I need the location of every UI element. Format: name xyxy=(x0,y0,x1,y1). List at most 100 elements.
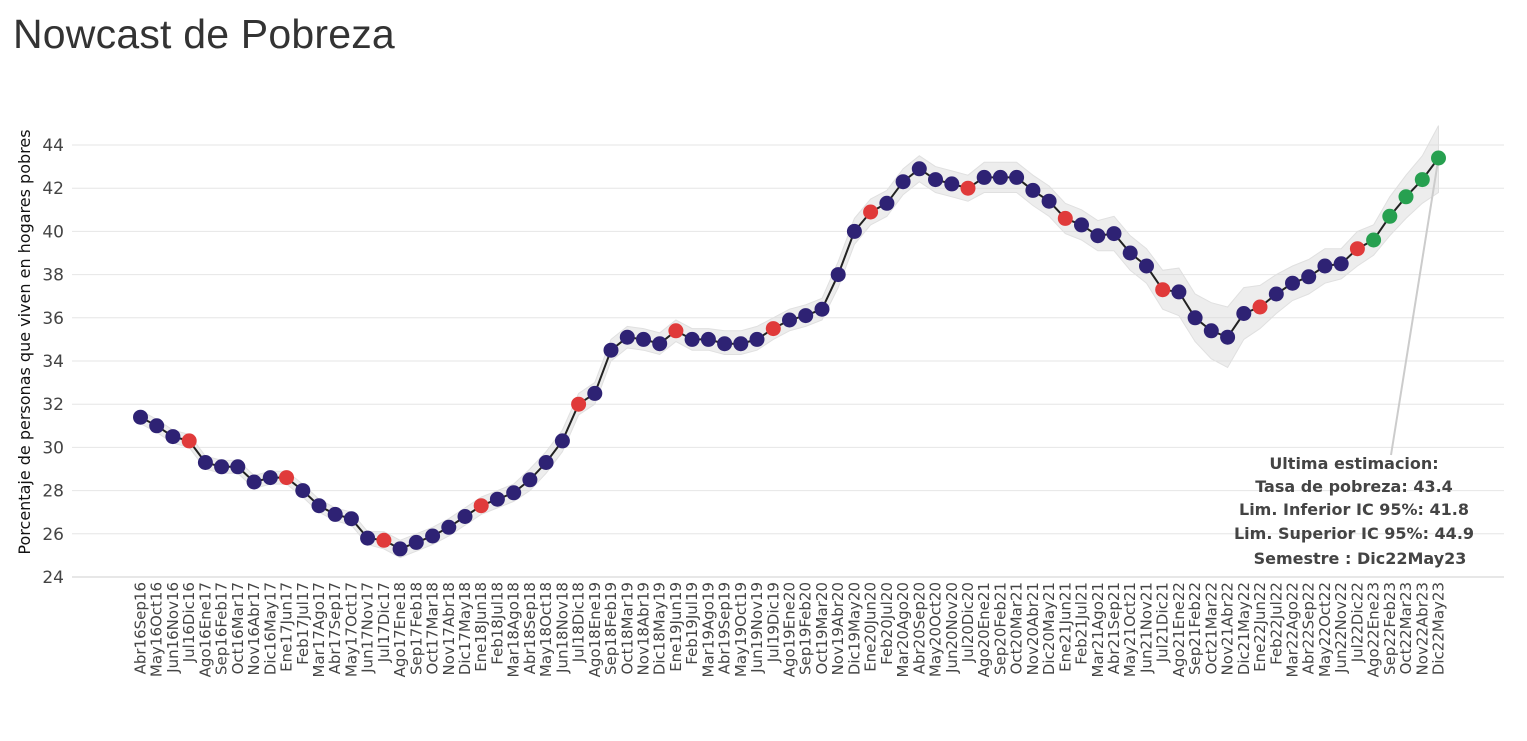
data-point[interactable] xyxy=(587,385,603,401)
x-tick-label: Jul16Dic16 xyxy=(180,582,198,663)
data-point[interactable] xyxy=(1122,245,1138,261)
data-point[interactable] xyxy=(765,321,781,337)
data-point[interactable] xyxy=(295,483,311,499)
data-point[interactable] xyxy=(846,223,862,239)
data-point[interactable] xyxy=(149,418,165,434)
data-point[interactable] xyxy=(1090,228,1106,244)
x-tick-label: Mar17Ago17 xyxy=(310,582,328,677)
gridlines xyxy=(72,144,1504,578)
data-point[interactable] xyxy=(360,530,376,546)
data-point[interactable] xyxy=(1074,217,1089,233)
data-point[interactable] xyxy=(1171,284,1187,300)
data-point[interactable] xyxy=(457,509,473,524)
x-tick-label: Nov21Abr22 xyxy=(1219,582,1237,675)
data-point[interactable] xyxy=(1252,299,1268,315)
data-point[interactable] xyxy=(376,532,392,548)
data-point[interactable] xyxy=(1317,258,1333,274)
data-point[interactable] xyxy=(782,312,797,328)
data-point[interactable] xyxy=(668,323,684,339)
data-point[interactable] xyxy=(911,161,927,177)
data-point[interactable] xyxy=(603,342,619,358)
data-point[interactable] xyxy=(717,336,733,352)
x-tick-label: Feb18Jul18 xyxy=(488,582,506,665)
data-point[interactable] xyxy=(1398,189,1414,205)
data-point[interactable] xyxy=(425,528,441,544)
data-point[interactable] xyxy=(489,491,505,507)
data-point[interactable] xyxy=(392,541,408,557)
data-point[interactable] xyxy=(830,267,846,283)
data-point[interactable] xyxy=(944,176,960,192)
data-point[interactable] xyxy=(619,329,635,345)
data-point[interactable] xyxy=(992,169,1008,185)
x-axis-ticks: Abr16Sep16May16Oct16Jun16Nov16Jul16Dic16… xyxy=(132,582,1448,678)
x-tick-label: May16Oct16 xyxy=(148,582,166,677)
data-point[interactable] xyxy=(262,470,278,486)
data-point[interactable] xyxy=(408,534,424,550)
x-tick-label: Jul21Dic21 xyxy=(1154,582,1172,663)
data-point[interactable] xyxy=(1349,241,1365,257)
x-tick-label: Jul19Dic19 xyxy=(764,582,782,663)
data-point[interactable] xyxy=(1382,208,1398,224)
data-point[interactable] xyxy=(1009,169,1025,185)
data-point[interactable] xyxy=(1333,256,1349,272)
data-point[interactable] xyxy=(749,331,765,347)
data-point[interactable] xyxy=(1025,182,1041,198)
data-point[interactable] xyxy=(1041,193,1057,209)
data-point[interactable] xyxy=(1285,275,1300,291)
data-point[interactable] xyxy=(327,506,343,522)
y-tick-label: 24 xyxy=(42,568,64,588)
x-tick-label: Mar20Ago20 xyxy=(894,582,912,677)
data-point[interactable] xyxy=(246,474,262,490)
data-point[interactable] xyxy=(506,485,522,501)
x-tick-label: Ene21Jun21 xyxy=(1056,582,1074,672)
x-tick-label: Abr20Sep20 xyxy=(910,582,928,674)
data-point[interactable] xyxy=(1155,282,1171,298)
y-axis-ticks: 24 26 28 30 32 34 36 38 40 42 44 xyxy=(42,136,64,588)
data-point[interactable] xyxy=(441,519,457,535)
data-point[interactable] xyxy=(879,195,895,211)
x-tick-label: May22Oct22 xyxy=(1316,582,1334,677)
x-tick-label: Sep18Feb19 xyxy=(602,582,620,675)
data-point[interactable] xyxy=(165,429,181,445)
data-point[interactable] xyxy=(230,459,246,475)
data-point[interactable] xyxy=(863,204,879,220)
data-point[interactable] xyxy=(522,472,538,488)
data-point[interactable] xyxy=(1106,226,1122,242)
data-point[interactable] xyxy=(684,331,700,347)
data-point[interactable] xyxy=(343,511,359,527)
x-tick-label: Dic20May21 xyxy=(1040,582,1058,675)
data-point[interactable] xyxy=(1431,150,1446,166)
x-tick-label: Mar22Ago22 xyxy=(1284,582,1302,677)
data-point[interactable] xyxy=(814,301,830,317)
data-point[interactable] xyxy=(1220,329,1236,345)
data-point[interactable] xyxy=(1366,232,1382,248)
data-point[interactable] xyxy=(1057,210,1073,226)
data-point[interactable] xyxy=(733,336,749,352)
data-point[interactable] xyxy=(1203,323,1219,339)
data-point[interactable] xyxy=(1414,172,1430,188)
data-point[interactable] xyxy=(279,470,294,486)
data-point[interactable] xyxy=(960,180,976,196)
data-point[interactable] xyxy=(636,331,651,347)
data-point[interactable] xyxy=(1187,310,1203,326)
data-point[interactable] xyxy=(311,498,327,514)
data-point[interactable] xyxy=(700,331,716,347)
data-point[interactable] xyxy=(197,455,213,470)
data-point[interactable] xyxy=(133,409,148,425)
data-point[interactable] xyxy=(1301,269,1317,285)
data-point[interactable] xyxy=(976,169,992,185)
data-point[interactable] xyxy=(895,174,911,190)
data-point[interactable] xyxy=(928,172,943,188)
data-point[interactable] xyxy=(554,433,570,449)
data-point[interactable] xyxy=(652,336,668,352)
data-point[interactable] xyxy=(1236,306,1252,321)
data-point[interactable] xyxy=(1268,286,1284,302)
data-point[interactable] xyxy=(538,455,554,470)
data-point[interactable] xyxy=(1139,258,1154,274)
y-axis-label: Porcentaje de personas que viven en hoga… xyxy=(15,129,34,554)
data-point[interactable] xyxy=(798,308,814,324)
data-point[interactable] xyxy=(214,459,230,475)
data-point[interactable] xyxy=(181,433,197,449)
data-point[interactable] xyxy=(571,396,587,412)
data-point[interactable] xyxy=(473,498,489,514)
